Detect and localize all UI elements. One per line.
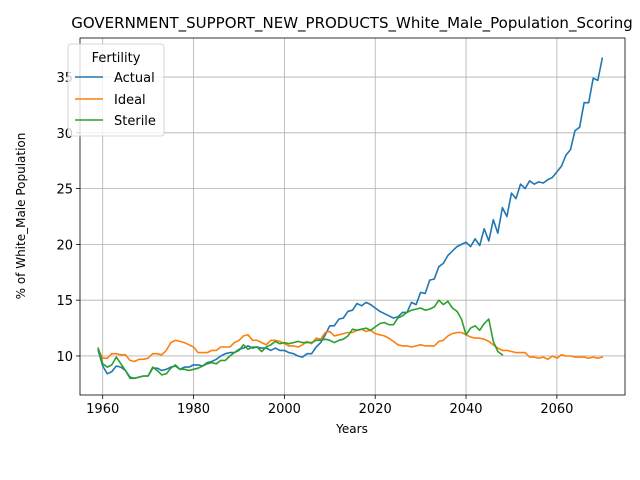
plot-area-frame	[79, 37, 626, 396]
y-tick-label: 15	[56, 294, 73, 309]
series-line-actual	[97, 57, 604, 380]
y-tick-label: 25	[56, 183, 73, 198]
chart-title: GOVERNMENT_SUPPORT_NEW_PRODUCTS_White_Ma…	[71, 14, 633, 33]
x-tick-label: 2040	[449, 402, 482, 417]
x-tick-label: 2020	[359, 402, 392, 417]
grid-lines	[80, 38, 625, 395]
legend-label-sterile: Sterile	[114, 114, 156, 129]
series-line-ideal	[97, 328, 604, 363]
x-tick-label: 1980	[177, 402, 210, 417]
y-tick-label: 10	[56, 350, 73, 365]
series-lines	[97, 57, 604, 380]
x-axis-ticks: 1960 1980 2000 2020 2040 2060	[86, 395, 573, 417]
x-axis-label: Years	[335, 422, 368, 436]
legend-frame	[67, 43, 165, 137]
legend-title: Fertility	[92, 51, 141, 66]
y-axis-label: % of White_Male Population	[14, 133, 28, 300]
x-tick-label: 2060	[540, 402, 573, 417]
y-tick-label: 20	[56, 238, 73, 253]
legend-label-actual: Actual	[114, 71, 155, 86]
legend: Fertility Actual Ideal Sterile	[67, 43, 165, 137]
series-line-sterile	[97, 299, 504, 380]
x-tick-label: 2000	[268, 402, 301, 417]
x-tick-label: 1960	[86, 402, 119, 417]
legend-label-ideal: Ideal	[114, 93, 146, 108]
